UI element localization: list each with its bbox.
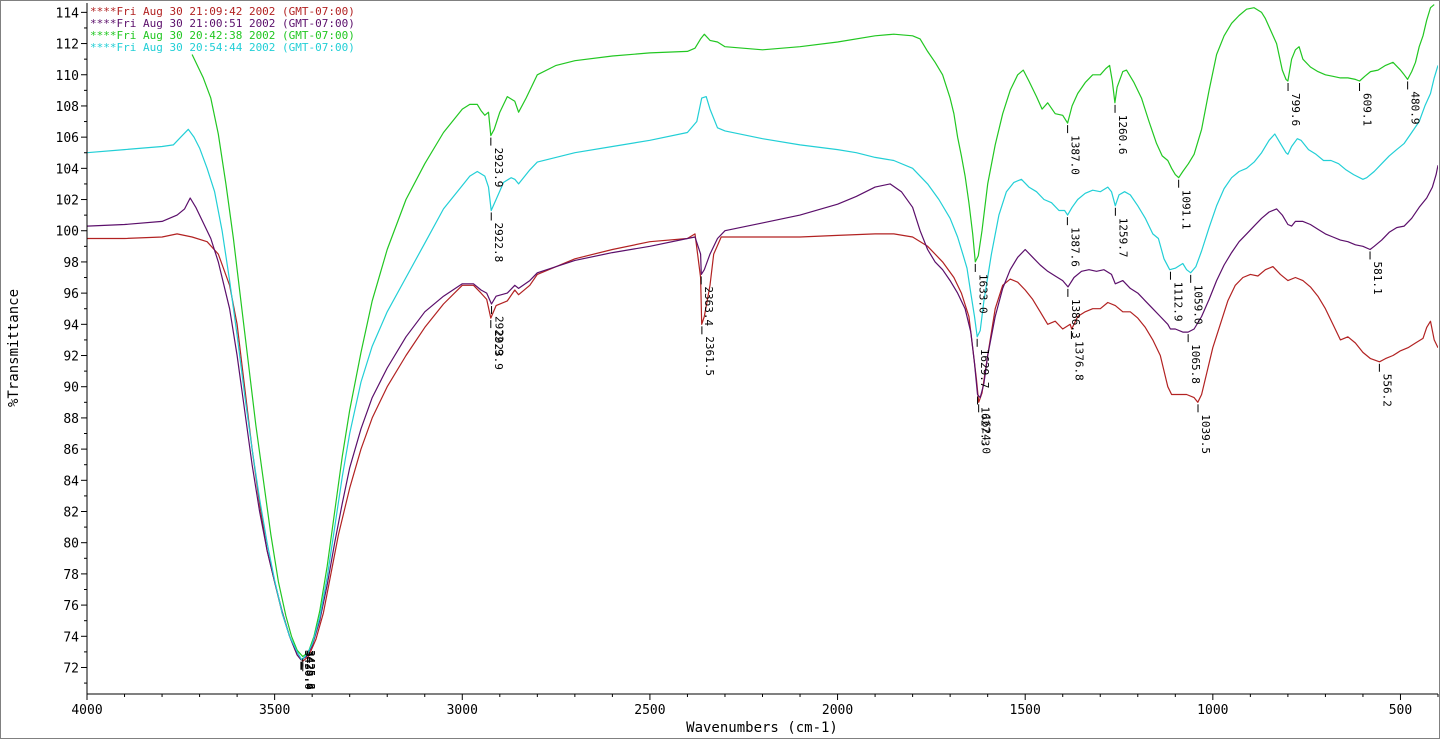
y-tick-label: 78	[63, 568, 79, 583]
peak-label: 609.1	[1361, 93, 1374, 126]
y-tick-label: 76	[63, 599, 79, 614]
peak-label: 1387.0	[1069, 135, 1082, 175]
y-tick-label: 82	[63, 506, 79, 521]
y-tick-label: 104	[56, 162, 80, 177]
peak-label: 1259.7	[1116, 218, 1129, 258]
y-tick-label: 90	[63, 381, 79, 396]
legend-entry-1: ****Fri Aug 30 21:09:42 2002 (GMT-07:00)	[90, 5, 355, 18]
y-tick-label: 74	[63, 630, 79, 645]
peak-label: 1112.9	[1172, 282, 1185, 322]
series-line-2	[87, 165, 1438, 661]
y-tick-label: 72	[63, 661, 79, 676]
peak-label: 1260.6	[1116, 115, 1129, 155]
peak-label: 1624.0	[980, 414, 993, 454]
y-tick-label: 110	[56, 69, 79, 84]
peak-label: 480.9	[1409, 91, 1422, 124]
peak-label: 3428.4	[303, 650, 316, 690]
y-tick-label: 88	[63, 412, 79, 427]
peak-label: 2363.4	[702, 286, 715, 326]
y-tick-label: 112	[56, 38, 79, 53]
peak-label: 1065.8	[1189, 344, 1202, 384]
x-tick-label: 3500	[259, 703, 290, 718]
y-axis-title: %Transmittance	[6, 289, 22, 407]
peak-label: 1059.0	[1192, 285, 1205, 325]
peak-label: 1633.0	[976, 274, 989, 314]
legend-entry-4: ****Fri Aug 30 20:54:44 2002 (GMT-07:00)	[90, 41, 355, 54]
x-axis-title: Wavenumbers (cm-1)	[686, 720, 838, 736]
peak-label: 556.2	[1380, 374, 1393, 407]
legend: ****Fri Aug 30 21:09:42 2002 (GMT-07:00)…	[90, 5, 355, 54]
peak-label: 2361.5	[703, 336, 716, 376]
series-line-3	[191, 4, 1435, 658]
peak-label-layer: 2923.92922.82922.92923.92363.42361.51633…	[300, 81, 1422, 690]
y-tick-label: 100	[56, 225, 79, 240]
y-tick-label: 86	[63, 443, 79, 458]
y-tick-label: 94	[63, 318, 79, 333]
peak-label: 2923.9	[492, 330, 505, 370]
y-tick-label: 114	[56, 6, 80, 21]
peak-label: 1039.5	[1199, 414, 1212, 454]
x-tick-label: 2000	[822, 703, 853, 718]
x-tick-label: 4000	[71, 703, 102, 718]
peak-label: 2922.9	[493, 316, 506, 356]
x-tick-label: 3000	[447, 703, 478, 718]
peak-label: 3425.2	[304, 650, 317, 690]
x-tick-label: 1500	[1010, 703, 1041, 718]
x-tick-label: 500	[1389, 703, 1412, 718]
x-tick-label: 1000	[1197, 703, 1228, 718]
peak-label: 1387.6	[1068, 227, 1081, 267]
series-layer	[87, 4, 1438, 662]
peak-label: 1629.7	[978, 349, 991, 389]
peak-label: 1091.1	[1180, 190, 1193, 230]
y-tick-label: 80	[63, 537, 79, 552]
y-tick-label: 96	[63, 287, 79, 302]
legend-entry-2: ****Fri Aug 30 21:00:51 2002 (GMT-07:00)	[90, 17, 355, 30]
peak-label: 581.1	[1371, 262, 1384, 295]
peak-label: 1376.8	[1072, 341, 1085, 381]
peak-label: 3430.0	[302, 650, 315, 690]
y-tick-label: 102	[56, 194, 79, 209]
y-tick-label: 98	[63, 256, 79, 271]
peak-label: 2922.8	[492, 223, 505, 263]
peak-label: 1386.3	[1069, 299, 1082, 339]
y-tick-label: 108	[56, 100, 79, 115]
legend-entry-3: ****Fri Aug 30 20:42:38 2002 (GMT-07:00)	[90, 29, 355, 42]
y-tick-label: 92	[63, 350, 79, 365]
x-tick-label: 2500	[634, 703, 665, 718]
y-tick-label: 84	[63, 474, 79, 489]
peak-label: 2923.9	[492, 148, 505, 188]
peak-label: 799.6	[1289, 93, 1302, 126]
y-tick-label: 106	[56, 131, 79, 146]
peak-label: 3425.6	[304, 650, 317, 690]
peak-label: 1627.3	[979, 407, 992, 447]
series-line-4	[87, 65, 1438, 661]
